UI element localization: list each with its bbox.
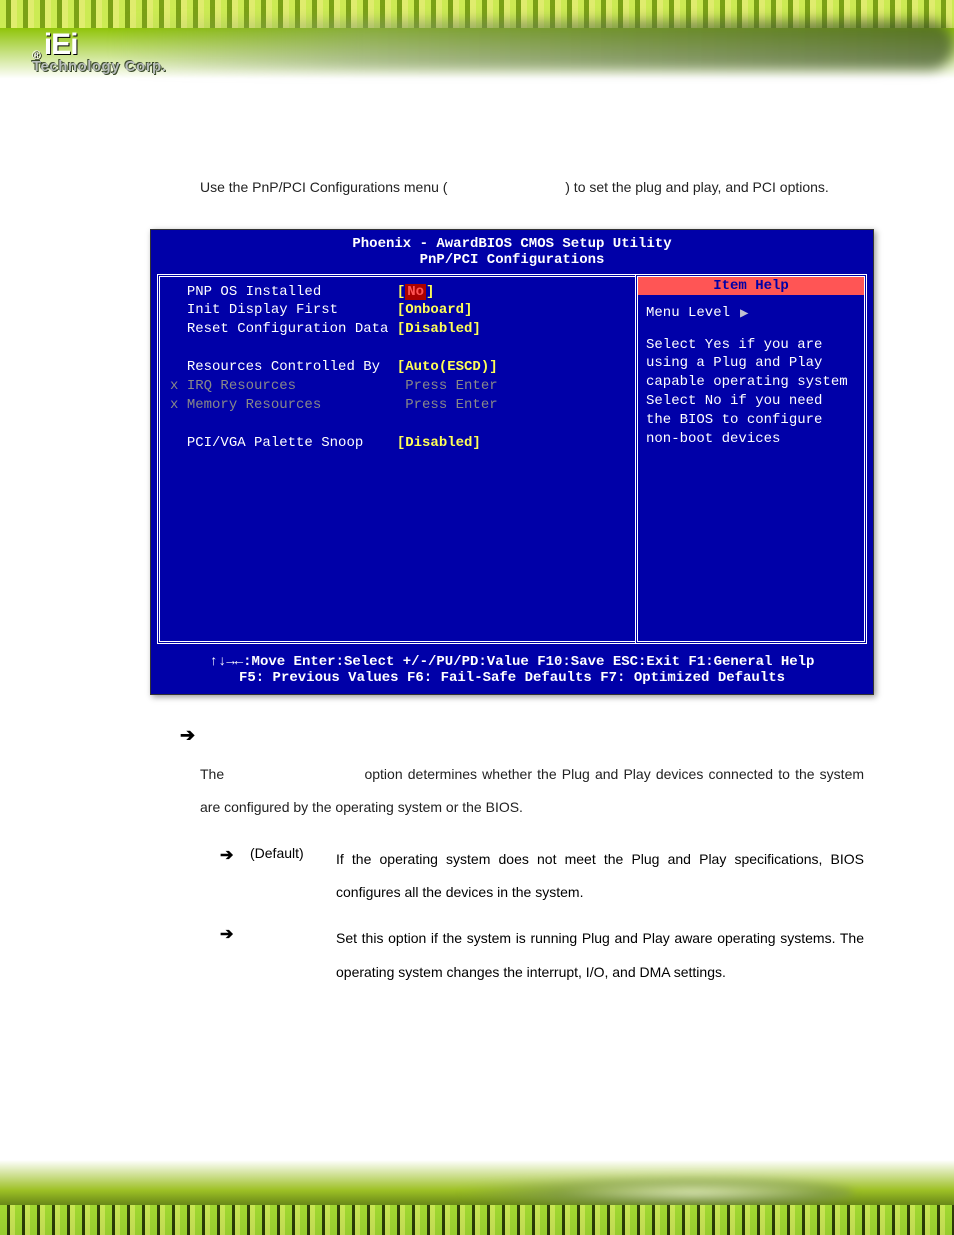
arrow-right-icon: ➔ bbox=[220, 922, 250, 944]
bios-setting-row: x Memory Resources Press Enter bbox=[170, 396, 625, 415]
bios-setting-value[interactable]: [Onboard] bbox=[397, 301, 473, 320]
arrow-right-icon: ➔ bbox=[220, 843, 250, 865]
page-content: Use the PnP/PCI Configurations menu ( ) … bbox=[0, 131, 954, 989]
bios-setting-label: Resources Controlled By bbox=[187, 358, 397, 377]
bios-setting-label: IRQ Resources bbox=[187, 377, 397, 396]
bios-setting-row bbox=[170, 339, 625, 358]
bios-setting-row: Init Display First[Onboard] bbox=[170, 301, 625, 320]
bios-setting-value[interactable]: [No] bbox=[397, 283, 435, 302]
bios-footer-line1: ↑↓→←:Move Enter:Select +/-/PU/PD:Value F… bbox=[151, 654, 873, 670]
section-paragraph: The option determines whether the Plug a… bbox=[200, 758, 864, 825]
section-text-1: The bbox=[200, 766, 224, 782]
bios-setting-row: PCI/VGA Palette Snoop[Disabled] bbox=[170, 434, 625, 453]
bios-help-level-label: Menu Level bbox=[646, 305, 730, 321]
section-text-2: option determines whether the Plug and P… bbox=[200, 766, 864, 816]
intro-text-1: Use the PnP/PCI Configurations menu ( bbox=[200, 179, 447, 195]
arrow-right-icon: ➔ bbox=[180, 725, 195, 745]
bios-setting-row bbox=[170, 415, 625, 434]
option-row: ➔(Default)If the operating system does n… bbox=[220, 843, 864, 910]
option-row: ➔ Set this option if the system is runnin… bbox=[220, 922, 864, 989]
logo-subtitle: Technology Corp. bbox=[32, 58, 166, 75]
bios-setting-row: x IRQ Resources Press Enter bbox=[170, 377, 625, 396]
bios-setting-label: Memory Resources bbox=[187, 396, 397, 415]
logo: ® iEi Technology Corp. bbox=[32, 28, 166, 75]
triangle-right-icon: ▶ bbox=[740, 305, 748, 322]
bios-settings-panel: PNP OS Installed[No] Init Display First[… bbox=[157, 274, 635, 644]
intro-text-2: ) to set the plug and play, and PCI opti… bbox=[565, 179, 829, 195]
bios-setting-row: PNP OS Installed[No] bbox=[170, 283, 625, 302]
bios-title: Phoenix - AwardBIOS CMOS Setup Utility P… bbox=[151, 230, 873, 270]
section-heading: ➔ bbox=[180, 725, 864, 746]
header-blur bbox=[110, 20, 954, 70]
bios-setting-value[interactable]: Press Enter bbox=[397, 396, 498, 415]
bios-setting-label: PCI/VGA Palette Snoop bbox=[187, 434, 397, 453]
bios-body: PNP OS Installed[No] Init Display First[… bbox=[151, 270, 873, 650]
page-footer bbox=[0, 1160, 954, 1235]
bios-setting-row: Reset Configuration Data[Disabled] bbox=[170, 320, 625, 339]
bios-setting-value[interactable]: Press Enter bbox=[397, 377, 498, 396]
option-description: If the operating system does not meet th… bbox=[336, 843, 864, 910]
bios-setting-row: Resources Controlled By[Auto(ESCD)] bbox=[170, 358, 625, 377]
bios-screenshot: Phoenix - AwardBIOS CMOS Setup Utility P… bbox=[150, 229, 874, 695]
bios-help-title: Item Help bbox=[638, 277, 864, 295]
footer-circuit bbox=[0, 1205, 954, 1235]
bios-help-level: Menu Level ▶ bbox=[646, 305, 856, 322]
logo-brand-text: iEi bbox=[44, 28, 78, 62]
bios-help-panel: Item Help Menu Level ▶ Select Yes if you… bbox=[635, 274, 867, 644]
bios-setting-label: Reset Configuration Data bbox=[187, 320, 397, 339]
intro-paragraph: Use the PnP/PCI Configurations menu ( ) … bbox=[200, 171, 864, 205]
option-description: Set this option if the system is running… bbox=[336, 922, 864, 989]
option-default-label: (Default) bbox=[250, 843, 336, 861]
page-header: ® iEi Technology Corp. bbox=[0, 0, 954, 131]
bios-setting-value[interactable]: [Auto(ESCD)] bbox=[397, 358, 498, 377]
bios-setting-value[interactable]: [Disabled] bbox=[397, 434, 481, 453]
bios-setting-label: PNP OS Installed bbox=[187, 283, 397, 302]
option-default-label bbox=[250, 922, 336, 924]
bios-setting-value[interactable]: [Disabled] bbox=[397, 320, 481, 339]
option-list: ➔(Default)If the operating system does n… bbox=[220, 843, 864, 989]
bios-setting-label: Init Display First bbox=[187, 301, 397, 320]
bios-footer-line2: F5: Previous Values F6: Fail-Safe Defaul… bbox=[151, 670, 873, 686]
bios-title-line2: PnP/PCI Configurations bbox=[151, 252, 873, 268]
bios-footer: ↑↓→←:Move Enter:Select +/-/PU/PD:Value F… bbox=[151, 650, 873, 694]
logo-brand: ® iEi bbox=[32, 28, 166, 62]
bios-help-text: Select Yes if you are using a Plug and P… bbox=[646, 336, 856, 449]
bios-title-line1: Phoenix - AwardBIOS CMOS Setup Utility bbox=[151, 236, 873, 252]
